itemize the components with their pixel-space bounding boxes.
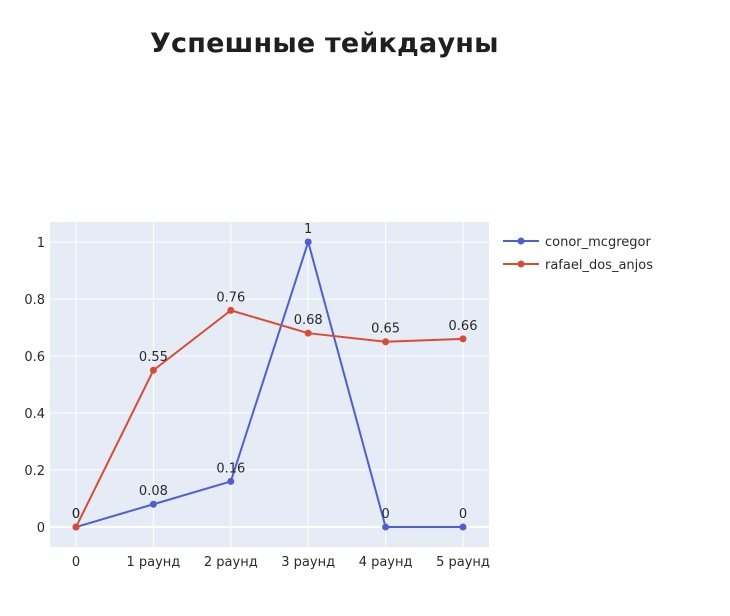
y-tick-label: 0.8 [24,293,45,308]
data-label: 0.68 [294,313,323,328]
data-point-rafael_dos_anjos [72,523,80,531]
x-tick-label: 0 [72,555,80,570]
data-label: 0 [381,507,389,522]
x-tick-label: 5 раунд [436,555,490,570]
y-axis-ticks: 0 0.2 0.4 0.6 0.8 1 [24,236,45,536]
x-tick-label: 3 раунд [281,555,335,570]
y-tick-label: 0.2 [24,464,45,479]
legend-label: conor_mcgregor [545,235,651,250]
legend-marker-icon [517,260,525,268]
data-label: 0.08 [139,484,168,499]
data-label: 0.66 [449,319,478,334]
y-tick-label: 0 [37,521,45,536]
legend[interactable]: conor_mcgregor rafael_dos_anjos [503,235,653,273]
data-point-rafael_dos_anjos [382,338,390,346]
series-line-conor_mcgregor [75,240,463,529]
x-axis-ticks: 0 1 раунд 2 раунд 3 раунд 4 раунд 5 раунд [72,555,490,570]
legend-item-conor_mcgregor[interactable]: conor_mcgregor [503,235,651,250]
series-lines [75,240,464,529]
data-label: 0.55 [139,350,168,365]
data-point-rafael_dos_anjos [227,306,235,314]
data-point-conor_mcgregor [382,523,390,531]
chart-title: Успешные тейкдауны [150,28,499,59]
y-tick-label: 0.6 [24,350,45,365]
data-label: 0 [72,507,80,522]
data-label: 1 [304,222,312,237]
data-label: 0.65 [371,322,400,337]
series-line-rafael_dos_anjos [75,309,464,528]
data-point-conor_mcgregor [459,523,467,531]
y-tick-label: 0.4 [24,407,45,422]
data-point-conor_mcgregor [304,238,312,246]
x-tick-label: 4 раунд [359,555,413,570]
data-point-rafael_dos_anjos [459,335,467,343]
series-points [72,238,467,531]
plot-area [50,222,489,547]
data-label: 0.76 [216,290,245,305]
legend-marker-icon [517,237,525,245]
data-point-rafael_dos_anjos [304,329,312,337]
data-label: 0.16 [216,461,245,476]
legend-label: rafael_dos_anjos [545,258,653,273]
legend-item-rafael_dos_anjos[interactable]: rafael_dos_anjos [503,258,653,273]
x-tick-label: 2 раунд [204,555,258,570]
data-point-conor_mcgregor [227,477,235,485]
data-label: 0 [459,507,467,522]
data-point-conor_mcgregor [149,500,157,508]
data-label: 0 [72,507,80,522]
data-point-rafael_dos_anjos [149,366,157,374]
x-tick-label: 1 раунд [126,555,180,570]
y-tick-label: 1 [37,236,45,251]
